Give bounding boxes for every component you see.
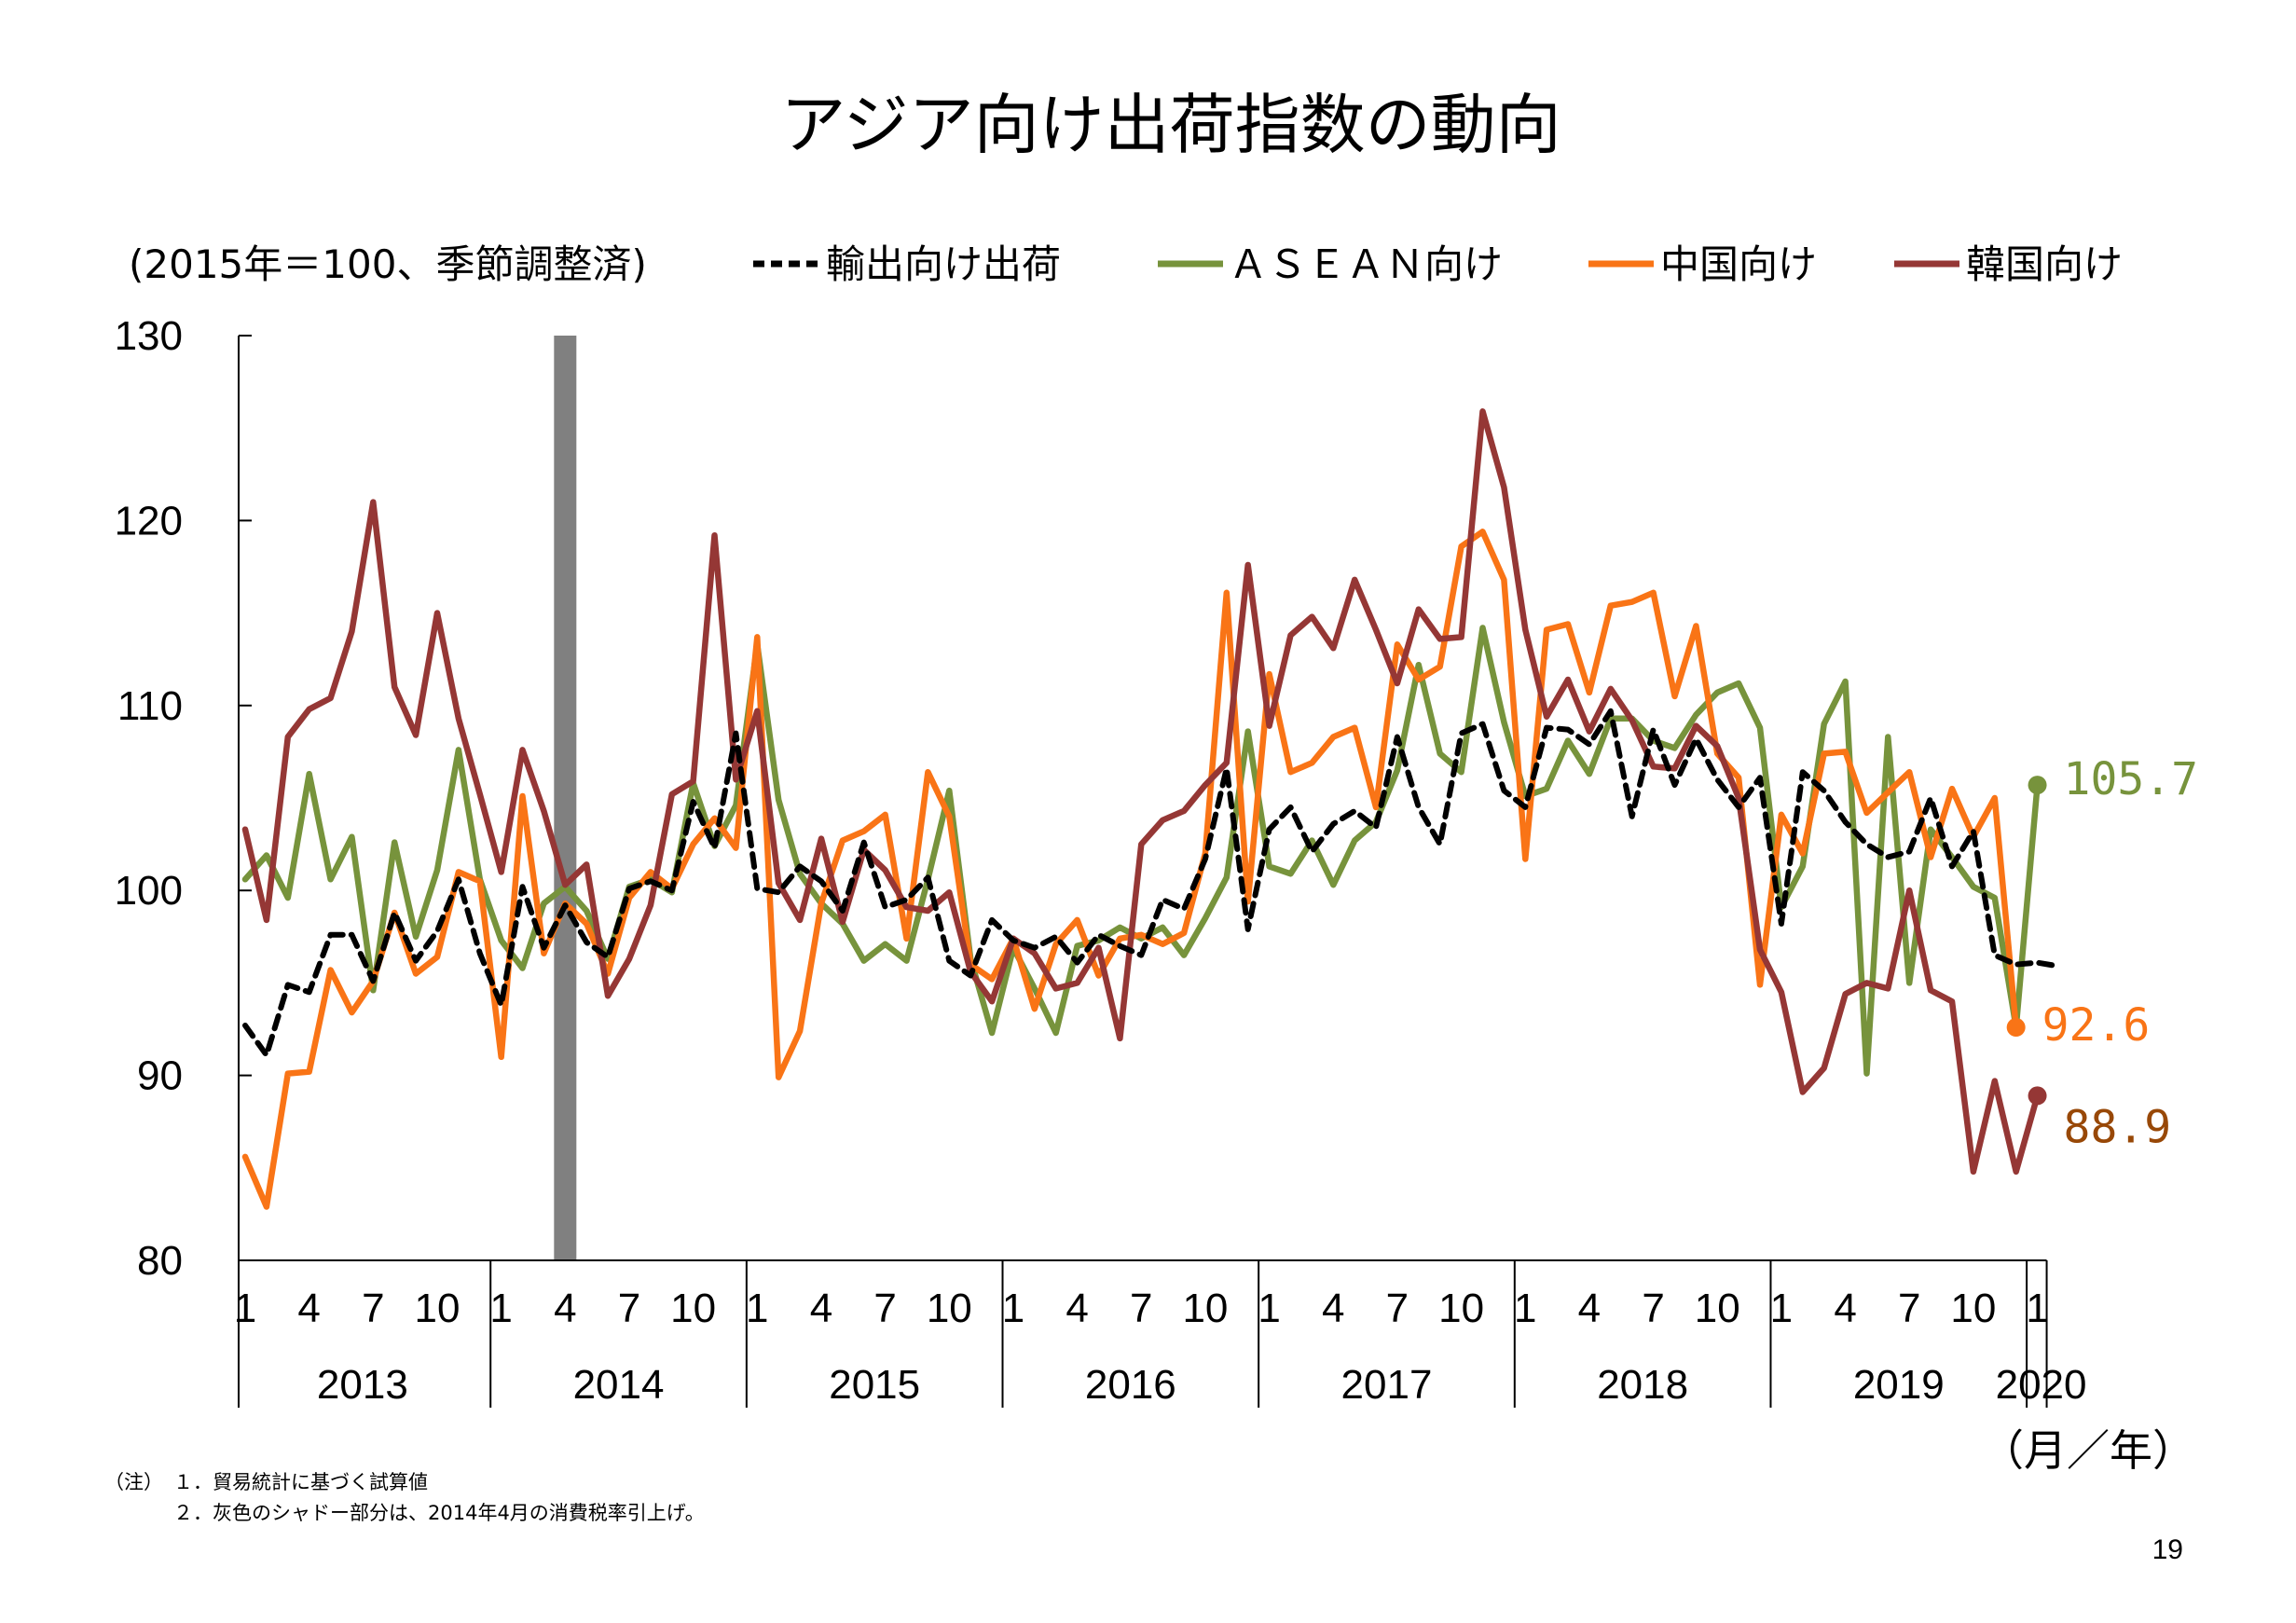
x-month-label: 10 [1695,1286,1740,1331]
legend-label-exports: 輸出向け出荷 [826,241,1061,287]
x-year-label: 2019 [1853,1362,1945,1408]
y-tick-label: 80 [137,1238,183,1284]
x-month-label: 1 [2026,1286,2048,1331]
end-marker-korea [2028,1086,2047,1106]
footnote-2-text: 灰色のシャドー部分は、2014年4月の消費税率引上げ。 [213,1502,705,1524]
x-month-label: 7 [1130,1286,1152,1331]
x-month-label: 7 [1898,1286,1920,1331]
tax-hike-shade [554,336,577,1260]
x-unit-label: （月／年） [1981,1426,2195,1475]
x-month-label: 4 [297,1286,320,1331]
x-month-label: 1 [234,1286,256,1331]
series-line-exports [242,708,2062,1058]
x-month-label: 1 [1770,1286,1793,1331]
x-month-label: 4 [1322,1286,1344,1331]
x-month-label: 4 [1066,1286,1088,1331]
footnote-1-number: １． [173,1471,213,1493]
y-tick-label: 100 [115,868,183,914]
series-line-asean [241,625,2041,1077]
end-label-korea: 88.9 [2064,1101,2172,1153]
y-tick-label: 130 [115,313,183,359]
x-month-label: 1 [1258,1286,1280,1331]
footnote-prefix: （注） [104,1471,163,1493]
x-year-label: 2015 [829,1362,920,1408]
end-marker-asean [2028,776,2047,795]
y-tick-label: 110 [117,683,183,729]
x-month-label: 1 [489,1286,512,1331]
y-tick-label: 90 [137,1053,183,1099]
x-month-label: 10 [1182,1286,1228,1331]
x-month-label: 7 [1642,1286,1664,1331]
x-year-label: 2013 [317,1362,408,1408]
x-month-label: 7 [873,1286,896,1331]
footnotes: （注） １． 貿易統計に基づく試算値 ２． 灰色のシャドー部分は、2014年4月… [104,1471,705,1524]
x-year-label: 2014 [573,1362,665,1408]
x-year-label: 2016 [1085,1362,1176,1408]
y-tick-label: 120 [115,498,183,543]
chart-title: アジア向け出荷指数の動向 [780,87,1560,163]
page-number: 19 [2152,1534,2183,1565]
end-label-china: 92.6 [2042,999,2151,1052]
x-year-label: 2018 [1597,1362,1688,1408]
legend-label-asean: ＡＳＥＡＮ向け [1229,241,1503,287]
x-month-label: 1 [1514,1286,1536,1331]
x-month-label: 4 [810,1286,832,1331]
x-month-label: 7 [1386,1286,1409,1331]
legend-label-korea: 韓国向け [1966,241,2123,287]
x-month-label: 10 [415,1286,461,1331]
x-month-label: 10 [1438,1286,1484,1331]
unit-note: (2015年＝100、季節調整済) [129,241,647,287]
x-month-label: 1 [1002,1286,1024,1331]
end-label-asean: 105.7 [2064,753,2199,805]
x-month-label: 4 [1578,1286,1601,1331]
x-month-label: 1 [746,1286,768,1331]
footnote-1-text: 貿易統計に基づく試算値 [213,1471,428,1493]
x-month-label: 7 [618,1286,640,1331]
x-month-label: 4 [1834,1286,1856,1331]
series-line-korea [241,408,2041,1176]
x-year-label: 2017 [1341,1362,1433,1408]
legend: 輸出向け出荷 ＡＳＥＡＮ向け 中国向け 韓国向け [753,241,2123,287]
x-month-label: 10 [927,1286,972,1331]
x-month-label: 4 [554,1286,576,1331]
x-month-label: 10 [1950,1286,1996,1331]
x-year-label: 2020 [1996,1362,2087,1408]
footnote-2-number: ２． [173,1502,213,1524]
x-month-label: 7 [362,1286,384,1331]
x-month-label: 10 [670,1286,716,1331]
end-marker-china [2006,1018,2026,1038]
legend-label-china: 中国向け [1660,241,1817,287]
